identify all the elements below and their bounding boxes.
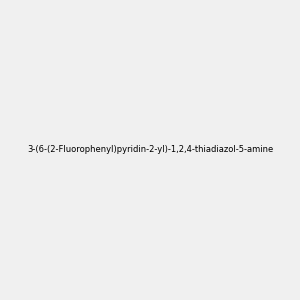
Text: 3-(6-(2-Fluorophenyl)pyridin-2-yl)-1,2,4-thiadiazol-5-amine: 3-(6-(2-Fluorophenyl)pyridin-2-yl)-1,2,4… xyxy=(27,146,273,154)
